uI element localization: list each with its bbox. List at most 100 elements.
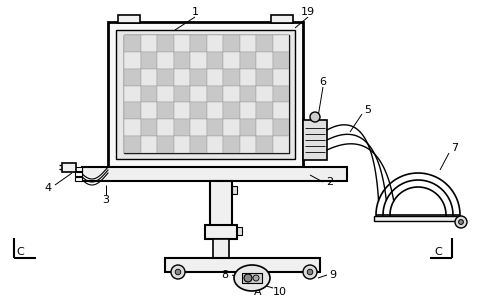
Text: 8: 8 (222, 270, 228, 280)
Bar (303, 120, 327, 160)
Bar (118, 15, 140, 23)
Text: C: C (434, 247, 442, 257)
Bar (124, 35, 140, 52)
Text: 19: 19 (301, 7, 315, 17)
Bar (205, 225, 237, 239)
Bar (223, 35, 240, 52)
Bar (223, 86, 240, 102)
Bar (256, 119, 272, 136)
Bar (256, 35, 272, 52)
Circle shape (307, 269, 313, 275)
Bar (165, 258, 320, 272)
Bar (157, 52, 174, 69)
Bar (210, 181, 232, 229)
Bar (240, 86, 256, 102)
Bar (174, 69, 190, 86)
Bar (190, 119, 206, 136)
Bar (213, 239, 229, 259)
Bar (256, 52, 272, 69)
Bar (223, 136, 240, 153)
Bar (75, 167, 82, 171)
Bar (272, 102, 289, 119)
Text: 4: 4 (44, 183, 52, 193)
Bar (272, 86, 289, 102)
Bar (157, 136, 174, 153)
Circle shape (244, 274, 252, 282)
Text: C: C (16, 247, 24, 257)
Bar (174, 136, 190, 153)
Bar (124, 52, 140, 69)
Text: 2: 2 (326, 177, 334, 187)
Bar (190, 35, 206, 52)
Circle shape (171, 265, 185, 279)
Text: 7: 7 (452, 143, 458, 153)
Text: 3: 3 (102, 195, 110, 205)
Bar (157, 119, 174, 136)
Bar (174, 52, 190, 69)
Ellipse shape (234, 265, 270, 291)
Bar (206, 52, 223, 69)
Bar (140, 86, 157, 102)
Bar (272, 136, 289, 153)
Bar (108, 22, 303, 167)
Bar (124, 69, 140, 86)
Bar (157, 86, 174, 102)
Bar (190, 52, 206, 69)
Bar (190, 136, 206, 153)
Bar (240, 52, 256, 69)
Bar (75, 177, 82, 181)
Bar (124, 102, 140, 119)
Bar (190, 69, 206, 86)
Bar (124, 136, 140, 153)
Bar (240, 136, 256, 153)
Bar (272, 69, 289, 86)
Bar (271, 15, 293, 23)
Text: 10: 10 (273, 287, 287, 297)
Bar (140, 69, 157, 86)
Bar (272, 35, 289, 52)
Bar (240, 69, 256, 86)
Bar (206, 119, 223, 136)
Bar (374, 216, 462, 221)
Bar (256, 86, 272, 102)
Bar (82, 167, 347, 181)
Bar (190, 86, 206, 102)
Bar (242, 273, 262, 283)
Bar (206, 86, 223, 102)
Bar (223, 119, 240, 136)
Bar (124, 35, 289, 153)
Bar (272, 119, 289, 136)
Bar (140, 119, 157, 136)
Text: 1: 1 (192, 7, 198, 17)
Bar (174, 102, 190, 119)
Bar (206, 136, 223, 153)
Circle shape (455, 216, 467, 228)
Bar (157, 102, 174, 119)
Bar (174, 35, 190, 52)
Bar (124, 119, 140, 136)
Text: 9: 9 (330, 270, 336, 280)
Text: 5: 5 (364, 105, 372, 115)
Bar (140, 136, 157, 153)
Bar (140, 35, 157, 52)
Circle shape (310, 112, 320, 122)
Text: 6: 6 (320, 77, 326, 87)
Bar (116, 30, 295, 159)
Bar (223, 69, 240, 86)
Bar (190, 102, 206, 119)
Bar (256, 69, 272, 86)
Bar (256, 136, 272, 153)
Bar (240, 35, 256, 52)
Bar (240, 102, 256, 119)
Bar (157, 35, 174, 52)
Bar (240, 119, 256, 136)
Circle shape (458, 220, 464, 224)
Bar (62, 163, 76, 172)
Bar (232, 186, 237, 194)
Bar (206, 102, 223, 119)
Bar (206, 69, 223, 86)
Bar (124, 86, 140, 102)
Bar (223, 102, 240, 119)
Bar (140, 52, 157, 69)
Bar (237, 227, 242, 235)
